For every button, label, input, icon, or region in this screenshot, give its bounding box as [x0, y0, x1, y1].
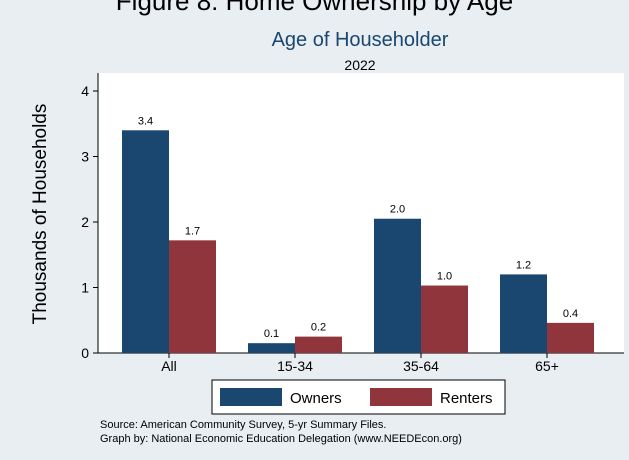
x-tick-label: 65+ [535, 358, 559, 374]
bar-value-label: 2.0 [390, 204, 405, 216]
credit-note: Graph by: National Economic Education De… [100, 433, 462, 445]
legend-label-owners: Owners [290, 390, 342, 407]
bar-value-label: 1.7 [185, 225, 200, 237]
bar-owners-15-34 [248, 343, 295, 353]
y-axis-label: Thousands of Households [30, 104, 51, 325]
y-tick-label: 4 [81, 83, 89, 99]
bar-renters-15-34 [295, 336, 342, 353]
bar-value-label: 0.1 [264, 328, 279, 340]
x-tick-label: 35-64 [403, 358, 439, 374]
bar-owners-all [122, 130, 169, 353]
bar-renters-35-64 [421, 285, 468, 353]
chart-subtitle: 2022 [344, 57, 375, 73]
y-tick-label: 2 [81, 214, 89, 230]
legend-swatch-owners [220, 388, 282, 406]
bar-value-label: 1.0 [437, 271, 452, 283]
bar-owners-65+ [500, 274, 547, 353]
legend-label-renters: Renters [440, 390, 493, 407]
legend-swatch-renters [370, 388, 432, 406]
bar-renters-65+ [547, 322, 594, 353]
bars [122, 130, 594, 353]
y-tick-label: 0 [81, 345, 89, 361]
bar-renters-all [169, 240, 216, 353]
bar-value-labels: 3.4 1.7 0.1 0.2 2.0 1.0 1.2 0.4 [138, 115, 578, 340]
y-ticks: 0 1 2 3 4 [81, 83, 98, 361]
bar-value-label: 0.4 [563, 308, 578, 320]
bar-value-label: 3.4 [138, 115, 153, 127]
x-tick-label: 15-34 [277, 358, 313, 374]
chart-title: Age of Householder [272, 29, 449, 51]
x-ticks: All 15-34 35-64 65+ [161, 353, 559, 374]
footer-notes: Source: American Community Survey, 5-yr … [100, 418, 462, 446]
y-tick-label: 3 [81, 149, 89, 165]
x-tick-label: All [161, 358, 177, 374]
source-note: Source: American Community Survey, 5-yr … [100, 419, 387, 431]
bar-value-label: 0.2 [311, 322, 326, 334]
legend: Owners Renters [211, 379, 506, 415]
bar-owners-35-64 [374, 218, 421, 353]
bar-value-label: 1.2 [516, 259, 531, 271]
y-tick-label: 1 [81, 280, 89, 296]
figure-title: Figure 8: Home Ownership by Age [115, 0, 514, 16]
